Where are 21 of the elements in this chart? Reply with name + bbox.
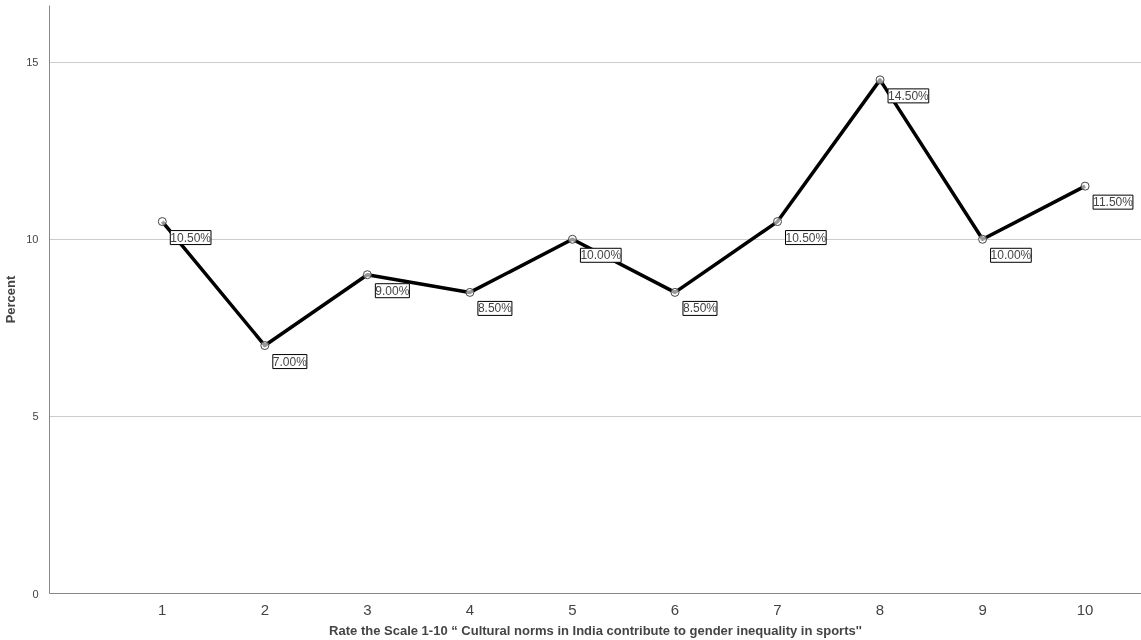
x-tick-label: 8 [875,600,885,618]
x-tick-label: 10 [1076,600,1094,618]
y-tick-label: 0 [32,587,39,600]
y-tick-label: 5 [32,410,39,423]
y-tick-label: 10 [26,233,39,246]
x-tick-label: 1 [158,600,167,618]
data-label: 9.00% [375,283,410,298]
x-tick-label: 3 [363,600,372,618]
x-tick-label: 6 [670,600,680,618]
x-tick-label: 2 [260,600,269,618]
y-axis-title: Percent [3,274,19,324]
x-tick-label: 7 [773,600,782,618]
data-label: 14.50% [888,88,930,103]
data-label: 10.00% [990,248,1032,263]
x-tick-label: 9 [978,600,987,618]
x-tick-label: 5 [568,600,577,618]
data-label: 10.00% [580,248,622,263]
x-tick-label: 4 [465,600,475,618]
x-axis-title: Rate the Scale 1-10 “ Cultural norms in India contribute to gender inequality in sports'' [329,622,862,638]
data-label: 10.50% [785,230,827,245]
y-tick-label: 15 [26,56,39,69]
